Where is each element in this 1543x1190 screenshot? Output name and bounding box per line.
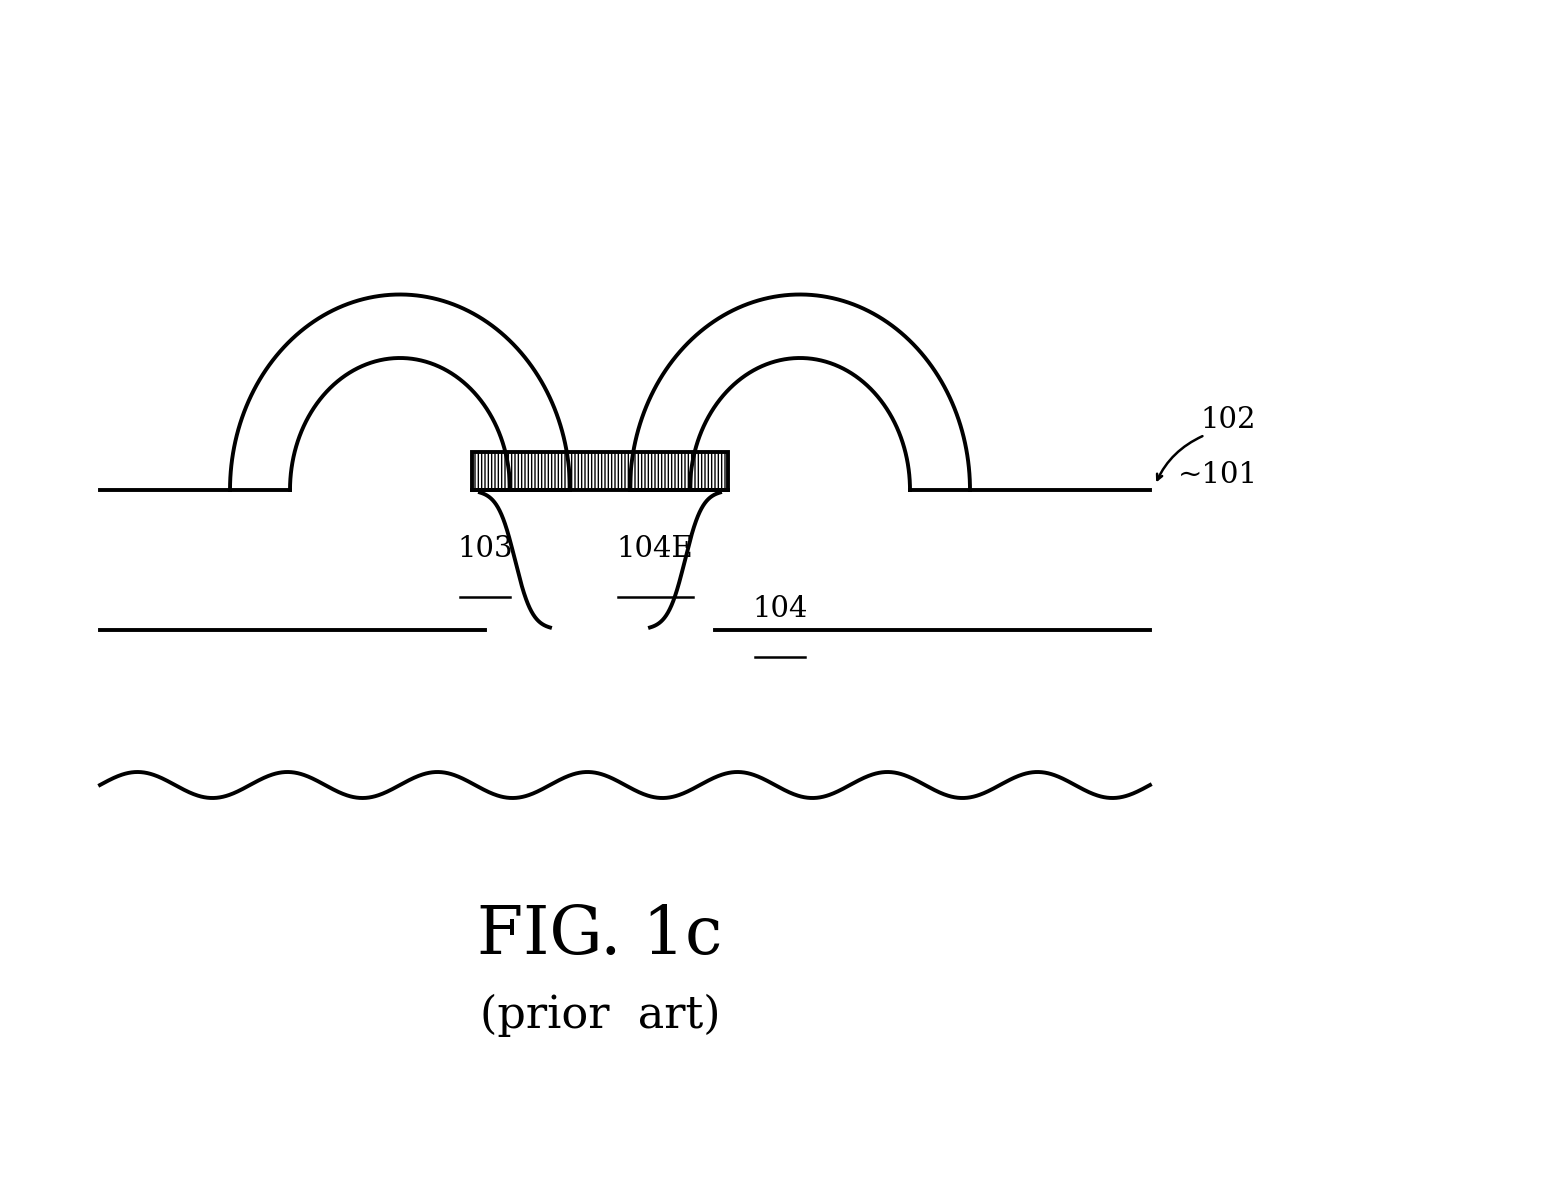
Text: 104E: 104E — [617, 536, 693, 563]
Text: 103: 103 — [457, 536, 512, 563]
Text: (prior  art): (prior art) — [480, 994, 721, 1036]
Text: ~101: ~101 — [1177, 461, 1258, 489]
Text: 104: 104 — [753, 595, 807, 624]
Text: FIG. 1c: FIG. 1c — [477, 902, 722, 967]
Bar — [472, 452, 728, 490]
Text: 102: 102 — [1200, 406, 1256, 434]
